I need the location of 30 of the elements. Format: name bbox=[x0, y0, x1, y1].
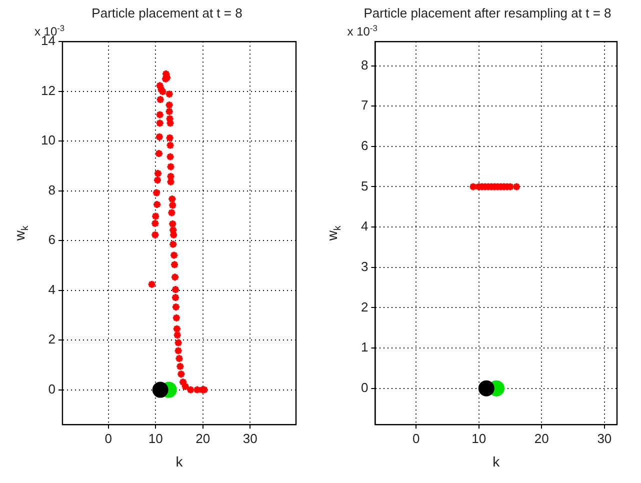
x-axis-title: k bbox=[176, 453, 184, 470]
y-tick-label: 6 bbox=[48, 232, 56, 248]
y-tick-label: 1 bbox=[360, 340, 368, 355]
x-tick-label: 0 bbox=[104, 430, 112, 446]
y-tick-label: 6 bbox=[360, 138, 368, 153]
x-tick-label: 30 bbox=[597, 430, 612, 446]
x-tick-label: 10 bbox=[148, 430, 163, 446]
y-tick-label: 4 bbox=[360, 218, 368, 234]
y-axis-title: wk bbox=[324, 225, 344, 242]
chart-title: Particle placement after resampling at t = 8 bbox=[364, 5, 612, 20]
y-tick-label: 8 bbox=[360, 57, 368, 72]
y-tick-label: 7 bbox=[360, 98, 368, 113]
y-tick-label: 10 bbox=[40, 132, 56, 148]
y-tick-label: 4 bbox=[48, 282, 56, 297]
x-tick-label: 10 bbox=[472, 430, 486, 446]
y-tick-label: 12 bbox=[40, 82, 56, 98]
chart-title: Particle placement at t = 8 bbox=[92, 5, 242, 20]
y-tick-label: 2 bbox=[48, 332, 56, 347]
x-tick-label: 0 bbox=[412, 430, 420, 446]
y-tick-label: 0 bbox=[360, 380, 368, 395]
y-tick-label: 0 bbox=[48, 381, 56, 396]
y-tick-label: 2 bbox=[360, 299, 368, 314]
x-tick-label: 20 bbox=[534, 430, 549, 446]
y-tick-label: 8 bbox=[48, 182, 56, 198]
y-tick-label: 3 bbox=[360, 258, 368, 274]
y-axis-title: wk bbox=[11, 225, 31, 242]
x-tick-label: 20 bbox=[196, 430, 210, 446]
x-tick-label: 30 bbox=[242, 430, 258, 446]
x-axis-title: k bbox=[492, 453, 501, 470]
y-tick-label: 5 bbox=[360, 178, 368, 194]
